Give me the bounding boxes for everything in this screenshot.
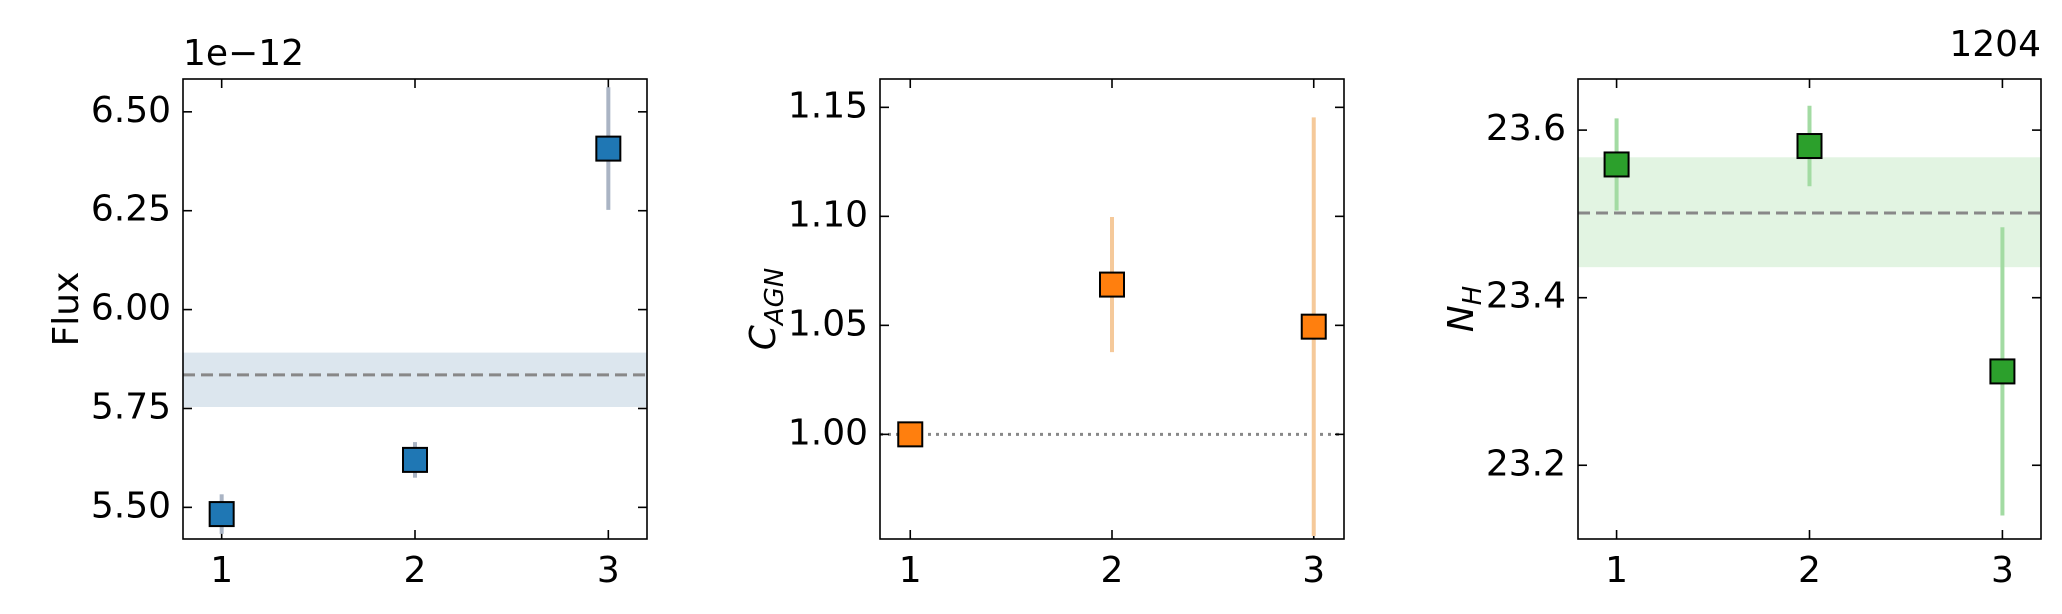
marker (1300, 313, 1327, 340)
y-tick-label: 23.2 (1486, 443, 1566, 484)
y-axis-label: NH (1441, 286, 1488, 333)
y-axis-label-main: Flux (46, 272, 87, 347)
y-tick-label: 23.4 (1486, 276, 1566, 317)
marker (595, 135, 622, 162)
y-tick-label: 5.75 (91, 386, 171, 427)
y-axis-label-main: C (743, 324, 784, 350)
panel-title: 1204 (1949, 24, 2041, 65)
x-tick-label: 1 (210, 550, 233, 591)
y-tick-label: 1.05 (788, 303, 868, 344)
axes-frame (182, 78, 648, 540)
band (182, 352, 648, 407)
x-tick-label: 2 (1798, 550, 1821, 591)
marker (1603, 151, 1630, 178)
y-axis-label-sub: AGN (760, 268, 790, 327)
x-tick-label: 2 (1101, 550, 1124, 591)
marker (1099, 271, 1125, 298)
y-tick-label: 23.6 (1486, 108, 1566, 149)
y-axis-label: CAGN (743, 268, 790, 351)
y-tick-label: 1.00 (788, 412, 868, 453)
marker (208, 501, 235, 528)
x-tick-label: 3 (1991, 550, 2014, 591)
x-tick-label: 2 (404, 550, 427, 591)
y-tick-label: 6.50 (91, 90, 171, 131)
marker (1796, 133, 1823, 160)
marker (897, 421, 924, 448)
y-axis-label: Flux (46, 272, 87, 347)
axes-frame (1577, 78, 2042, 540)
y-tick-label: 6.00 (91, 288, 171, 329)
y-tick-label: 1.10 (788, 194, 868, 235)
marker (402, 446, 428, 473)
x-tick-label: 1 (899, 550, 922, 591)
offset-label: 1e−12 (183, 33, 304, 74)
y-tick-label: 1.15 (788, 85, 868, 126)
y-tick-label: 5.50 (91, 485, 171, 526)
axes-frame (879, 78, 1345, 540)
x-tick-label: 1 (1605, 550, 1628, 591)
y-axis-label-sub: H (1458, 286, 1488, 306)
x-tick-label: 3 (597, 550, 620, 591)
marker (1989, 358, 2016, 385)
y-tick-label: 6.25 (91, 189, 171, 230)
y-axis-label-main: N (1441, 305, 1482, 332)
x-tick-label: 3 (1302, 550, 1325, 591)
